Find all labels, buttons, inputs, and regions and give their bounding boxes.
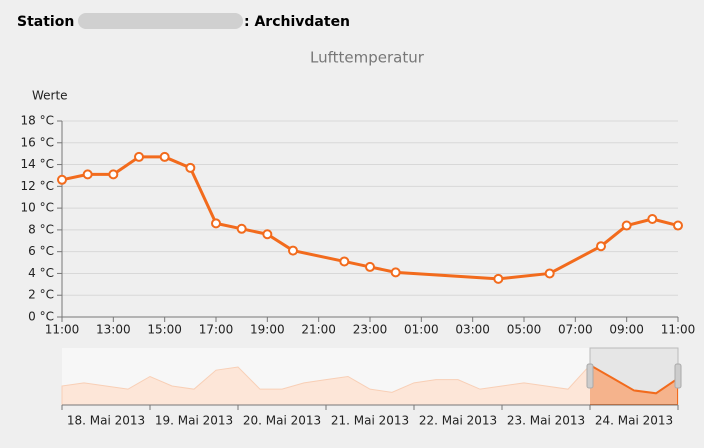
point — [544, 268, 555, 279]
point — [365, 261, 375, 272]
navigator-tick-label: 22. Mai 2013 — [419, 414, 497, 428]
x-tick-label: 11:00 — [45, 323, 80, 337]
page-title-prefix: Station — [17, 14, 74, 30]
point — [339, 256, 350, 267]
navigator-tick-label: 20. Mai 2013 — [243, 414, 321, 428]
point — [621, 220, 632, 231]
x-tick-label: 05:00 — [507, 323, 542, 337]
x-tick-label: 21:00 — [301, 323, 336, 337]
navigator-tick-label: 18. Mai 2013 — [67, 414, 145, 428]
navigator-tick-label: 24. Mai 2013 — [595, 414, 673, 428]
point — [647, 214, 658, 224]
point — [493, 273, 504, 284]
point — [390, 267, 401, 278]
navigator-area-selected — [590, 363, 678, 405]
point — [288, 245, 298, 256]
point — [596, 241, 606, 252]
point — [108, 169, 119, 180]
x-tick-label: 23:00 — [353, 323, 388, 337]
x-tick-label: 09:00 — [609, 323, 644, 337]
y-tick-label: 6 °C — [28, 244, 54, 258]
page-title-suffix: : Archivdaten — [244, 14, 350, 30]
line — [61, 155, 679, 281]
y-axis-label: Werte — [32, 89, 68, 103]
y-tick-label: 8 °C — [28, 222, 54, 236]
blurred-station-name — [78, 13, 243, 29]
navigator-tick-label: 21. Mai 2013 — [331, 414, 409, 428]
point — [82, 169, 93, 180]
x-tick-label: 11:00 — [661, 323, 696, 337]
y-tick-label: 12 °C — [21, 179, 54, 193]
x-tick-label: 13:00 — [96, 323, 131, 337]
chart-title: Lufttemperatur — [310, 49, 425, 67]
point — [262, 229, 273, 240]
navigator-tick-label: 19. Mai 2013 — [155, 414, 233, 428]
navigator-handle — [586, 363, 594, 389]
y-tick-label: 14 °C — [21, 157, 54, 171]
x-tick-label: 15:00 — [147, 323, 182, 337]
y-tick-label: 4 °C — [28, 266, 54, 280]
point — [185, 162, 196, 173]
navigator-handle — [674, 363, 682, 389]
point — [57, 174, 67, 185]
y-tick-label: 18 °C — [21, 114, 54, 128]
x-tick-label: 07:00 — [558, 323, 593, 337]
point — [134, 151, 144, 162]
point — [236, 223, 247, 234]
point — [159, 151, 170, 162]
x-tick-label: 19:00 — [250, 323, 285, 337]
x-tick-label: 03:00 — [455, 323, 490, 337]
y-tick-label: 10 °C — [21, 201, 54, 215]
y-tick-label: 2 °C — [28, 288, 54, 302]
x-tick-label: 01:00 — [404, 323, 439, 337]
y-tick-label: 0 °C — [28, 310, 54, 324]
y-tick-label: 16 °C — [21, 135, 54, 149]
point — [673, 220, 683, 231]
point — [211, 218, 221, 229]
x-tick-label: 17:00 — [199, 323, 234, 337]
navigator-tick-label: 23. Mai 2013 — [507, 414, 585, 428]
